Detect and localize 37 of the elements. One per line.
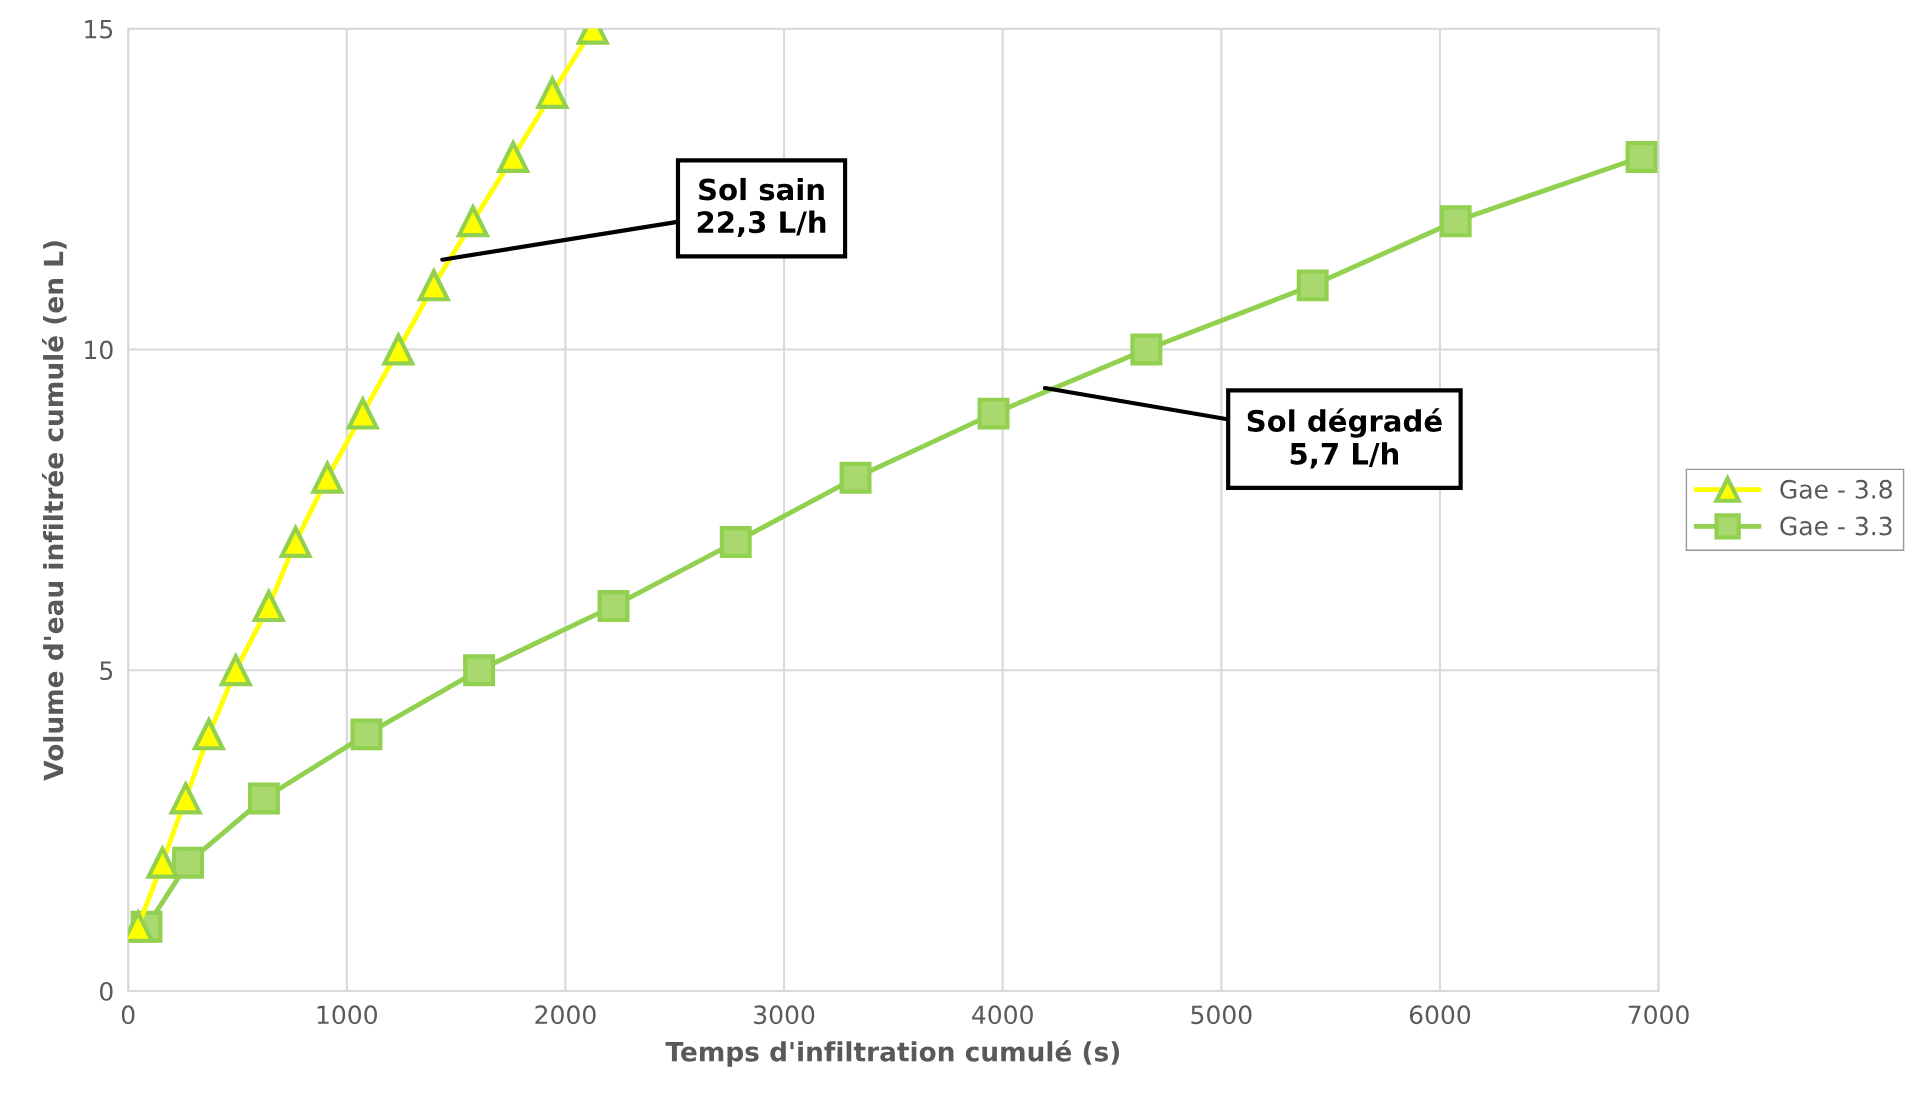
- point: [1296, 269, 1329, 302]
- x-axis-title: Temps d'infiltration cumulé (s): [665, 1040, 1120, 1067]
- y-tick-label: 15: [85, 20, 113, 39]
- point: [597, 590, 630, 623]
- x-tick-label: 6000: [1409, 1005, 1471, 1025]
- point: [278, 523, 313, 558]
- x-tick-label: 1000: [317, 1005, 377, 1025]
- y-tick-label: 0: [100, 981, 113, 1001]
- x-tick-label: 2000: [535, 1005, 596, 1025]
- point: [463, 654, 496, 687]
- point: [1439, 205, 1472, 238]
- annotation: Sol dégradé 5,7 L/h: [1247, 408, 1442, 469]
- legend-label: Gae - 3.8: [1780, 479, 1892, 499]
- x-tick-label: 0: [121, 1005, 135, 1025]
- x-tick-label: 7000: [1628, 1005, 1689, 1025]
- x-tick-label: 4000: [972, 1005, 1033, 1025]
- x-tick-label: 3000: [754, 1005, 815, 1025]
- legend-label: Gae - 3.3: [1780, 516, 1892, 536]
- point: [1130, 333, 1163, 366]
- point: [350, 718, 383, 751]
- point: [168, 780, 203, 815]
- y-axis-title: Volume d'eau infiltrée cumulé (en L): [41, 241, 67, 781]
- point: [172, 846, 205, 879]
- y-tick-label: 10: [85, 340, 113, 360]
- point: [977, 397, 1010, 430]
- annotation: Sol sain 22,3 L/h: [697, 177, 826, 237]
- point: [310, 459, 345, 494]
- x-tick-label: 5000: [1191, 1005, 1252, 1025]
- point: [247, 782, 280, 815]
- y-tick-label: 5: [100, 661, 113, 681]
- point: [535, 74, 570, 109]
- point: [145, 844, 179, 879]
- point: [1625, 141, 1658, 174]
- point: [381, 331, 416, 366]
- point: [345, 395, 380, 430]
- point: [719, 525, 752, 558]
- point: [839, 461, 872, 494]
